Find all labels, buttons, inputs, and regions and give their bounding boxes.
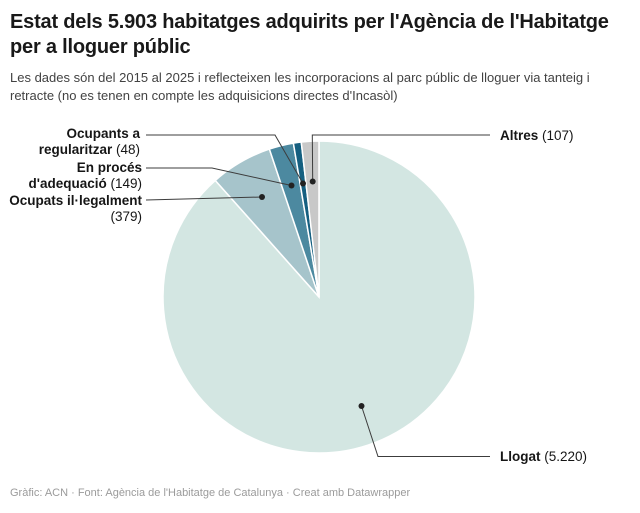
dot-en-proces-dadequacio bbox=[288, 182, 295, 189]
callout-value: (48) bbox=[115, 142, 140, 157]
leader-line-ocupants-a-regularitzar bbox=[146, 134, 304, 184]
callout-value: (5.220) bbox=[544, 449, 588, 464]
leader-line-llogat bbox=[361, 405, 490, 457]
leader-line-ocupats-illegalment bbox=[145, 196, 263, 201]
leader-lines bbox=[145, 134, 490, 457]
callout-value: (149) bbox=[110, 176, 142, 191]
callout-en-proces-dadequacio: En procés d'adequació (149) bbox=[0, 160, 142, 192]
dot-altres bbox=[309, 178, 316, 185]
callout-label: En procés d'adequació bbox=[28, 160, 142, 191]
callout-altres: Altres (107) bbox=[500, 128, 574, 144]
pie bbox=[162, 140, 476, 454]
leader-line-en-proces-dadequacio bbox=[146, 167, 292, 186]
callout-label: Ocupants a regularitzar bbox=[38, 126, 140, 157]
callout-ocupats-illegalment: Ocupats il·legalment (379) bbox=[0, 193, 142, 225]
dot-ocupants-a-regularitzar bbox=[300, 180, 306, 187]
callout-label: Ocupats il·legalment bbox=[9, 193, 142, 208]
callout-ocupants-a-regularitzar: Ocupants a regularitzar (48) bbox=[5, 126, 140, 158]
chart-subtitle: Les dades són del 2015 al 2025 i reflect… bbox=[10, 70, 590, 103]
callout-value: (379) bbox=[110, 209, 142, 224]
dot-llogat bbox=[358, 403, 365, 409]
callout-llogat: Llogat (5.220) bbox=[500, 449, 587, 465]
callout-value: (107) bbox=[542, 128, 574, 143]
chart-credit: Gràfic: ACN · Font: Agència de l'Habitat… bbox=[10, 487, 411, 499]
chart-title: Estat dels 5.903 habitatges adquirits pe… bbox=[10, 11, 609, 58]
leader-line-altres bbox=[311, 134, 490, 182]
callout-label: Altres bbox=[500, 128, 539, 143]
callout-label: Llogat bbox=[500, 449, 541, 464]
dot-ocupats-illegalment bbox=[259, 194, 265, 200]
chart-header: Estat dels 5.903 habitatges adquirits pe… bbox=[10, 10, 632, 104]
leader-dots bbox=[259, 178, 365, 409]
